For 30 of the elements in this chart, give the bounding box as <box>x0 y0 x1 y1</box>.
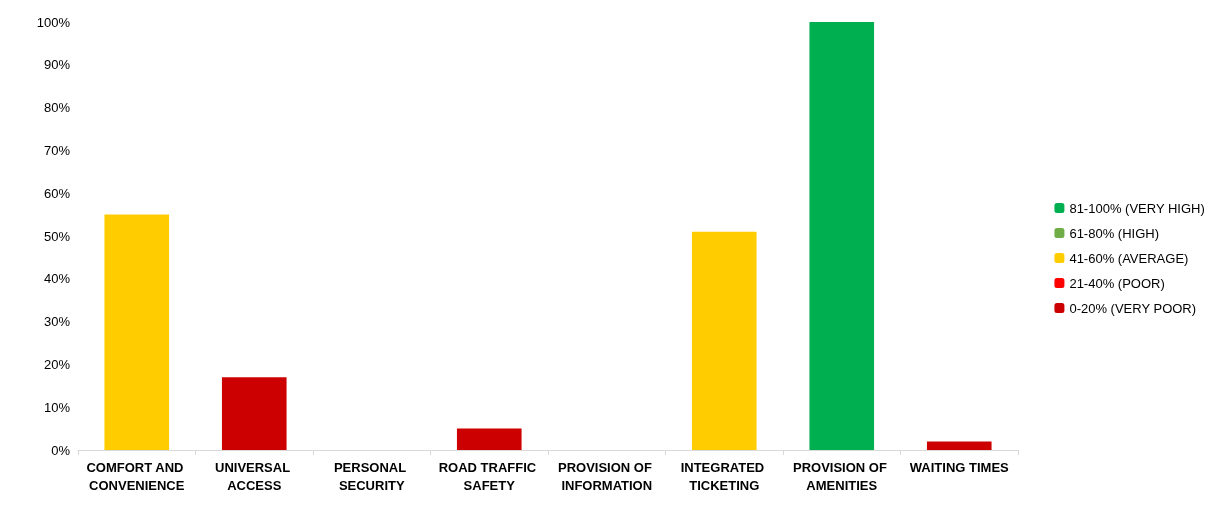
bar <box>691 231 757 450</box>
x-tick-label: ROAD TRAFFIC SAFETY <box>438 459 540 493</box>
legend-label: 0-20% (VERY POOR) <box>1069 300 1197 316</box>
x-tick-label: WAITING TIMES <box>909 459 1010 475</box>
x-tick-label: UNIVERSAL ACCESS <box>215 459 294 493</box>
y-tick-label: 10% <box>43 399 71 415</box>
x-tick-label: PERSONAL SECURITY <box>333 459 410 493</box>
legend-label: 61-80% (HIGH) <box>1069 225 1159 241</box>
x-tick-label: INTEGRATED TICKETING <box>680 459 768 493</box>
bar <box>926 441 992 450</box>
bar <box>221 377 287 450</box>
x-tick-label: PROVISION OF INFORMATION <box>557 459 656 493</box>
y-tick-label: 0% <box>51 442 71 458</box>
legend-label: 41-60% (AVERAGE) <box>1069 250 1189 266</box>
y-tick-label: 40% <box>43 271 71 287</box>
x-tick-label: PROVISION OF AMENITIES <box>792 459 891 493</box>
y-tick-label: 80% <box>43 100 71 116</box>
y-tick-label: 100% <box>36 14 71 30</box>
legend-label: 21-40% (POOR) <box>1069 275 1165 291</box>
y-tick-label: 30% <box>43 314 71 330</box>
bar <box>809 22 875 450</box>
legend-label: 81-100% (VERY HIGH) <box>1069 200 1205 216</box>
y-tick-label: 50% <box>43 228 71 244</box>
y-tick-label: 20% <box>43 356 71 372</box>
y-tick-label: 90% <box>43 57 71 73</box>
x-tick-label: COMFORT AND CONVENIENCE <box>86 459 188 493</box>
bar <box>104 214 170 450</box>
y-tick-label: 60% <box>43 185 71 201</box>
bar <box>456 428 522 450</box>
y-tick-label: 70% <box>43 142 71 158</box>
